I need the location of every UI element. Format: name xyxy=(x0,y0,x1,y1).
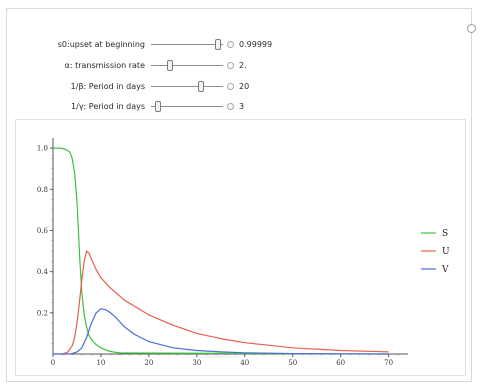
legend-label: S xyxy=(442,229,448,239)
x-tick-label: 20 xyxy=(144,359,153,367)
expand-control-icon[interactable] xyxy=(227,83,234,90)
y-tick-label: 0.2 xyxy=(37,309,48,317)
series-s xyxy=(53,147,389,355)
expand-control-icon[interactable] xyxy=(227,62,234,69)
slider-thumb[interactable] xyxy=(198,81,205,92)
plot-legend: SUV xyxy=(421,229,450,275)
control-value: 3 xyxy=(239,102,245,111)
control-row-gamma: 1/γ: Period in days 3 xyxy=(0,100,480,114)
y-tick-label: 0.4 xyxy=(37,268,49,276)
sir-plot: 0 10 20 30 40 50 60 70 0.2 0.4 0.6 0.8 1.0 SUV xyxy=(37,138,450,367)
control-row-alpha: α: transmission rate 2. xyxy=(0,59,480,73)
control-label: α: transmission rate xyxy=(64,61,145,70)
panel-options-icon[interactable] xyxy=(467,24,476,33)
control-label: s0:upset at beginning xyxy=(57,40,145,49)
expand-control-icon[interactable] xyxy=(227,103,234,110)
series-u xyxy=(52,250,389,355)
slider-track xyxy=(151,106,223,107)
y-tick-label: 0.8 xyxy=(37,186,48,194)
control-value: 0.99999 xyxy=(239,40,273,49)
series-v xyxy=(53,308,389,355)
control-row-s0: s0:upset at beginning 0.99999 xyxy=(0,38,480,52)
y-tick-label: 0.6 xyxy=(37,227,49,235)
slider-thumb[interactable] xyxy=(167,60,174,71)
plot-axes: 0 10 20 30 40 50 60 70 0.2 0.4 0.6 0.8 1.0 xyxy=(37,138,408,367)
legend-label: V xyxy=(441,265,449,275)
x-tick-label: 60 xyxy=(336,359,345,367)
control-row-beta: 1/β: Period in days 20 xyxy=(0,80,480,94)
gamma-slider[interactable] xyxy=(151,100,223,114)
series-layer xyxy=(52,147,389,355)
legend-label: U xyxy=(442,247,450,257)
y-tick-label: 1.0 xyxy=(37,145,48,153)
x-tick-label: 40 xyxy=(240,359,249,367)
control-label: 1/γ: Period in days xyxy=(71,102,145,111)
expand-control-icon[interactable] xyxy=(227,41,234,48)
control-value: 2. xyxy=(239,61,247,70)
alpha-slider[interactable] xyxy=(151,59,223,73)
x-tick-label: 10 xyxy=(96,359,105,367)
beta-slider[interactable] xyxy=(151,80,223,94)
s0-slider[interactable] xyxy=(151,38,223,52)
control-value: 20 xyxy=(239,82,250,91)
x-tick-label: 0 xyxy=(51,359,55,367)
slider-thumb[interactable] xyxy=(214,39,221,50)
control-label: 1/β: Period in days xyxy=(70,82,145,91)
controls-area: s0:upset at beginning 0.99999 α: transmi… xyxy=(0,0,480,120)
x-tick-label: 30 xyxy=(192,359,201,367)
slider-thumb[interactable] xyxy=(155,101,162,112)
slider-track xyxy=(151,86,223,87)
x-tick-label: 70 xyxy=(384,359,393,367)
slider-track xyxy=(151,44,223,45)
slider-track xyxy=(151,65,223,66)
x-tick-label: 50 xyxy=(288,359,297,367)
